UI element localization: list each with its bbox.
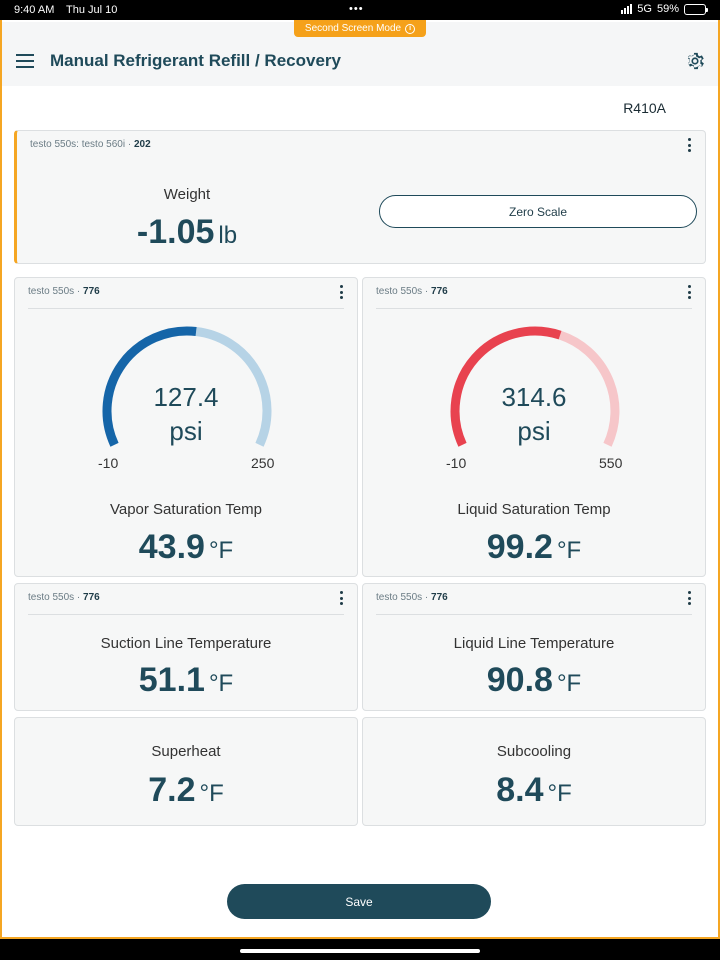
vapor-sat-reading: 43.9 °F [15, 528, 357, 567]
probe-id: 776 [83, 592, 100, 603]
suction-line-value: 51.1 [138, 661, 205, 699]
signal-icon [621, 4, 633, 14]
liquid-line-label: Liquid Line Temperature [453, 635, 615, 652]
gauge-max-label: 550 [599, 455, 623, 471]
suction-line-unit: °F [208, 670, 234, 697]
gauge-min-label: -10 [98, 455, 119, 471]
weight-card: testo 550s: testo 560i · 202 Weight -1.0… [14, 130, 706, 264]
info-icon: i [405, 23, 416, 34]
probe-name: testo 550s [376, 286, 423, 297]
refrigerant-type[interactable]: R410A [623, 100, 666, 116]
suction-line-reading: 51.1 °F [15, 661, 357, 700]
card-divider [376, 308, 692, 309]
status-bar: 9:40 AM Thu Jul 10 ••• 5G 59% [0, 0, 720, 20]
second-screen-mode-banner[interactable]: Second Screen Mode i [294, 20, 426, 37]
liquid-sat-reading: 99.2 °F [363, 528, 705, 567]
status-time: 9:40 AM [14, 4, 55, 16]
liquid-pressure-gauge [450, 326, 620, 447]
status-indicators: 5G 59% [621, 3, 708, 15]
liquid-line-card: testo 550s · 776 Liquid Line Temperature… [362, 583, 706, 711]
liquid-line-value: 90.8 [486, 661, 553, 699]
probe-label: testo 550s · 776 [376, 286, 448, 297]
battery-percent: 59% [656, 3, 679, 15]
probe-label: testo 550s: testo 560i · 202 [30, 139, 151, 150]
probe-label: testo 550s · 776 [28, 286, 100, 297]
mode-banner-label: Second Screen Mode [304, 23, 402, 34]
suction-line-label: Suction Line Temperature [100, 635, 272, 652]
probe-id: 776 [431, 286, 448, 297]
liquid-pressure-value: 314.6 [501, 382, 567, 412]
vapor-sat-label: Vapor Saturation Temp [109, 501, 263, 518]
subcooling-unit: °F [547, 780, 572, 807]
liquid-line-reading: 90.8 °F [363, 661, 705, 700]
subcooling-label: Subcooling [496, 743, 572, 760]
superheat-unit: °F [199, 780, 224, 807]
card-divider [376, 614, 692, 615]
card-divider [28, 308, 344, 309]
liquid-pressure-card: testo 550s · 776 314.6 psi -10 550 Liqui… [362, 277, 706, 577]
gauge-max-label: 250 [251, 455, 275, 471]
page-title: Manual Refrigerant Refill / Recovery [50, 51, 341, 70]
probe-id: 202 [133, 139, 151, 150]
weight-unit: lb [218, 222, 238, 249]
liquid-pressure-unit: psi [517, 416, 551, 446]
settings-gear-icon[interactable] [684, 50, 706, 72]
superheat-label: Superheat [151, 743, 221, 760]
liquid-line-unit: °F [556, 670, 582, 697]
gauge-active-arc [102, 326, 197, 447]
hamburger-menu-icon[interactable] [16, 54, 34, 68]
more-options-icon[interactable] [333, 590, 349, 606]
probe-id: 776 [431, 592, 448, 603]
vapor-pressure-unit: psi [169, 416, 203, 446]
gauge-track [195, 327, 272, 447]
more-options-icon[interactable] [681, 284, 697, 300]
card-divider [28, 614, 344, 615]
more-options-icon[interactable] [681, 137, 697, 153]
status-date: Thu Jul 10 [66, 4, 118, 16]
liquid-sat-unit: °F [556, 537, 582, 564]
zero-scale-button[interactable]: Zero Scale [379, 195, 697, 228]
more-options-icon[interactable] [333, 284, 349, 300]
gauge-min-label: -10 [446, 455, 467, 471]
weight-reading: -1.05 lb [17, 213, 357, 252]
liquid-sat-label: Liquid Saturation Temp [457, 501, 611, 518]
liquid-sat-value: 99.2 [486, 528, 553, 566]
gauge-track [558, 330, 620, 447]
probe-name: testo 550s [376, 592, 423, 603]
home-indicator[interactable] [240, 949, 480, 953]
vapor-pressure-value: 127.4 [153, 382, 219, 412]
subcooling-reading: 8.4 °F [363, 771, 705, 810]
weight-label: Weight [163, 186, 211, 203]
probe-name: testo 550s: testo 560i [30, 139, 126, 150]
network-label: 5G [637, 3, 652, 15]
subcooling-card: Subcooling 8.4 °F [362, 717, 706, 826]
gauge-active-arc [450, 326, 562, 447]
superheat-card: Superheat 7.2 °F [14, 717, 358, 826]
vapor-pressure-gauge [102, 326, 272, 447]
superheat-value: 7.2 [148, 771, 196, 809]
subcooling-value: 8.4 [496, 771, 544, 809]
probe-id: 776 [83, 286, 100, 297]
vapor-sat-value: 43.9 [138, 528, 205, 566]
vapor-pressure-card: testo 550s · 776 127.4 psi -10 250 Vapor… [14, 277, 358, 577]
suction-line-card: testo 550s · 776 Suction Line Temperatur… [14, 583, 358, 711]
multitasking-dots-icon[interactable]: ••• [349, 3, 364, 15]
probe-name: testo 550s [28, 592, 75, 603]
vapor-sat-unit: °F [208, 537, 234, 564]
probe-label: testo 550s · 776 [376, 592, 448, 603]
save-button[interactable]: Save [227, 884, 491, 919]
probe-label: testo 550s · 776 [28, 592, 100, 603]
superheat-reading: 7.2 °F [15, 771, 357, 810]
more-options-icon[interactable] [681, 590, 697, 606]
probe-name: testo 550s [28, 286, 75, 297]
weight-value: -1.05 [136, 213, 215, 251]
battery-icon [684, 3, 708, 15]
